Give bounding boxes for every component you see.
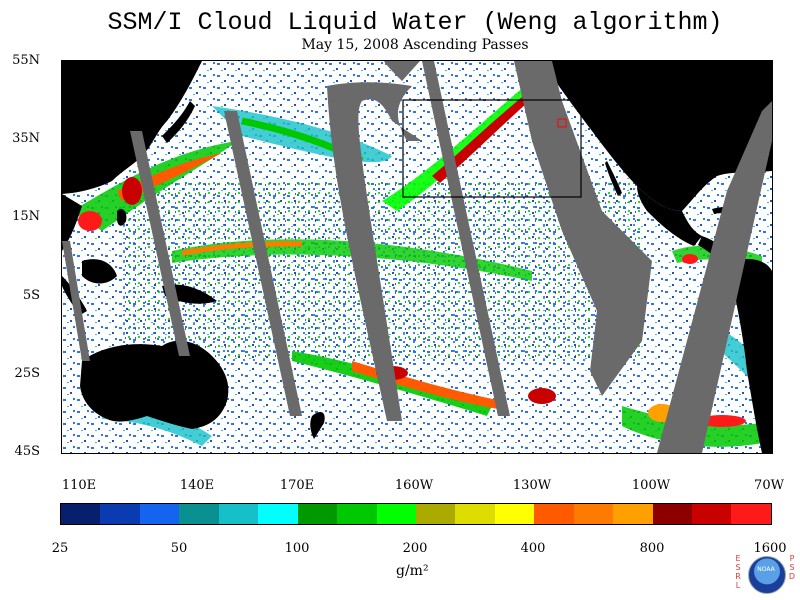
cloud-band-itcz-core [181,241,303,256]
land-north-america [532,61,772,211]
region-highlight-box [402,99,582,198]
colorbar-swatch [731,504,771,524]
colorbar-swatch [139,504,180,524]
cloud-core-southeast-pacific-2 [698,415,746,427]
colorbar-label-100: 100 [284,541,310,556]
land-south-america [734,259,772,453]
swath-gap-5 [384,61,420,81]
esrl-letter: S [735,563,741,572]
noaa-emblem-text: NOAA [757,566,775,573]
cloud-core-south-china-sea [78,211,102,231]
cloud-core-central-america [682,254,698,264]
land-new-zealand [310,411,325,439]
colorbar-swatch [100,504,140,524]
swath-gaps [62,61,772,453]
land-asia [62,61,202,194]
esrl-letter: R [735,572,741,581]
satellite-map [61,60,773,454]
colorbar-label-25: 25 [51,541,69,556]
swath-gap-4 [327,82,422,421]
swath-gap-2 [130,131,190,356]
colorbar-swatch [494,504,535,524]
land-borneo [82,259,117,284]
land-indochina [62,194,82,251]
colorbar-swatch [61,504,101,524]
colorbar-swatch [455,504,495,524]
land-mexico [637,186,702,246]
swath-gap-6 [422,61,510,416]
swath-gap-8 [657,101,772,453]
lon-label-100w: 100W [631,478,671,493]
psd-letter: P [789,554,795,563]
map-canvas [62,61,772,453]
land-philippines [117,209,127,226]
colorbar-swatch [218,504,259,524]
colorbar-swatch [573,504,614,524]
swath-gap-3 [224,111,302,416]
psd-letter: S [789,563,795,572]
colorbar-units: g/m² [396,563,429,579]
chart-subtitle: May 15, 2008 Ascending Passes [301,37,529,53]
colorbar-label-400: 400 [520,541,546,556]
colorbar-swatch [376,504,416,524]
colorbar-swatch [337,504,377,524]
lon-label-140e: 140E [179,478,215,493]
lon-label-110e: 110E [61,478,97,493]
colorbar-swatch [613,504,653,524]
target-marker [557,118,567,128]
colorbar-label-50: 50 [170,541,188,556]
swath-gap-1 [62,241,90,361]
colorbar-swatch [692,504,732,524]
esrl-letter: E [735,554,741,563]
colorbar-swatch [297,504,338,524]
cloud-band-front-northeast [382,76,547,211]
color-bar [60,503,772,525]
lon-label-170e: 170E [279,478,315,493]
colorbar-label-800: 800 [639,541,665,556]
swath-gap-7 [514,61,652,396]
psd-letter: D [788,572,796,581]
cloud-band-front-core [432,89,536,183]
land-japan [162,101,195,143]
lat-label-15n: 15N [12,209,40,224]
colorbar-swatch [258,504,298,524]
lat-label-55n: 55N [12,53,40,68]
cloud-core-philippines [122,177,142,205]
lon-label-130w: 130W [512,478,552,493]
colorbar-swatch [534,504,574,524]
lon-label-70w: 70W [754,478,784,493]
lat-label-25s: 25S [14,366,40,381]
lat-label-5s: 5S [22,288,40,303]
colorbar-label-1600: 1600 [753,541,787,556]
land-baja [605,161,622,196]
lat-label-45s: 45S [14,444,40,459]
colorbar-label-200: 200 [402,541,428,556]
chart-title: SSM/I Cloud Liquid Water (Weng algorithm… [107,8,723,37]
colorbar-swatch [179,504,219,524]
cloud-core-south-pacific [528,388,556,404]
colorbar-swatch [652,504,692,524]
lat-label-35n: 35N [12,131,40,146]
land-masses [62,61,772,453]
noaa-emblem-icon [748,556,786,594]
esrl-letter: L [735,581,741,590]
lon-label-160w: 160W [394,478,434,493]
land-australia [80,340,229,429]
colorbar-swatch [415,504,456,524]
